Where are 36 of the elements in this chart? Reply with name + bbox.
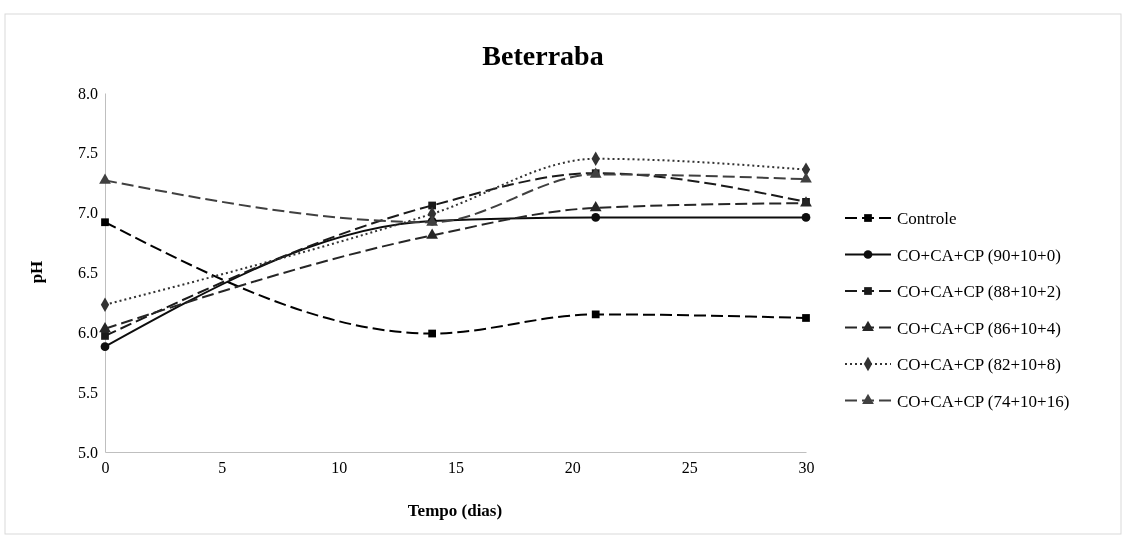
point	[100, 342, 110, 352]
point	[428, 329, 437, 338]
point	[591, 213, 601, 222]
y-tick-label: 8.0	[78, 84, 98, 102]
x-tick-label: 15	[448, 459, 464, 476]
point	[99, 173, 111, 184]
x-tick-label: 25	[681, 459, 698, 476]
y-axis-title: pH	[27, 260, 46, 284]
point	[800, 172, 812, 183]
legend-label: CO+CA+CP (88+10+2)	[897, 282, 1061, 301]
y-tick-label: 6.5	[78, 264, 98, 282]
chart-title: Beterraba	[482, 40, 604, 71]
point	[99, 321, 111, 333]
y-tick-label: 7.0	[78, 204, 98, 222]
y-tick-label: 5.0	[78, 443, 98, 461]
legend-label: Controle	[897, 209, 957, 228]
point	[801, 213, 811, 222]
point	[101, 332, 109, 340]
point	[591, 310, 600, 319]
point	[426, 228, 439, 239]
point	[802, 314, 810, 322]
x-tick-label: 0	[101, 459, 110, 476]
legend-label: CO+CA+CP (82+10+8)	[897, 355, 1061, 374]
point	[589, 201, 602, 212]
y-tick-label: 7.5	[78, 144, 98, 162]
y-tick-label: 5.5	[78, 383, 98, 401]
y-tick-label: 6.0	[78, 323, 98, 341]
x-tick-label: 10	[331, 459, 348, 476]
legend-label: CO+CA+CP (74+10+16)	[897, 391, 1070, 411]
legend-label: CO+CA+CP (90+10+0)	[897, 245, 1061, 265]
x-tick-label: 30	[798, 459, 815, 476]
x-tick-label: 5	[218, 459, 227, 476]
legend-label: CO+CA+CP (86+10+4)	[897, 318, 1061, 338]
x-tick-label: 20	[564, 459, 581, 476]
point	[101, 218, 109, 227]
x-axis-title: Tempo (dias)	[407, 501, 503, 520]
